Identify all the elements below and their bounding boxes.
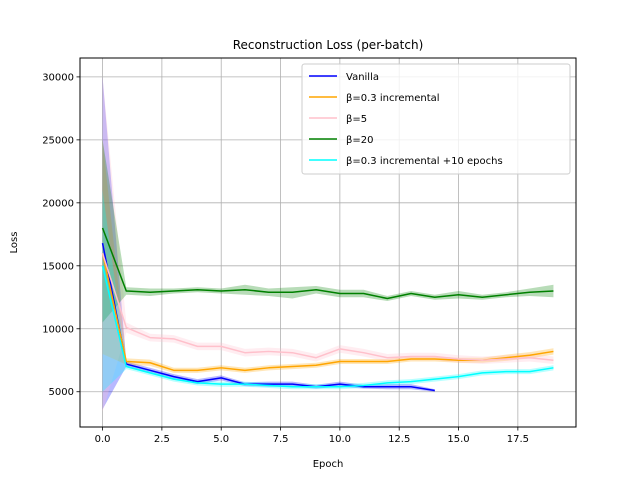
legend-label: β=0.3 incremental +10 epochs xyxy=(346,156,503,167)
plot-frame xyxy=(79,57,577,428)
legend-label: Vanilla xyxy=(346,72,379,83)
x-tick-label: 7.5 xyxy=(273,434,289,445)
series-line xyxy=(101,242,435,392)
series-line xyxy=(101,227,554,300)
x-axis-ticks: 0.0 2.5 5.0 7.5 10.0 12.5 15.0 17.5 xyxy=(95,427,529,445)
y-tick-label: 25000 xyxy=(42,135,74,146)
legend-label: β=20 xyxy=(346,135,374,146)
y-tick-label: 20000 xyxy=(42,198,74,209)
x-axis-label: Epoch xyxy=(313,459,344,470)
series-lines xyxy=(101,227,554,392)
x-tick-label: 5.0 xyxy=(213,434,229,445)
chart-title: Reconstruction Loss (per-batch) xyxy=(233,38,424,52)
y-tick-label: 15000 xyxy=(42,261,74,272)
y-axis-label: Loss xyxy=(9,232,20,254)
x-tick-label: 12.5 xyxy=(388,434,410,445)
x-tick-label: 15.0 xyxy=(447,434,469,445)
x-tick-label: 10.0 xyxy=(329,434,351,445)
y-tick-label: 30000 xyxy=(42,72,74,83)
legend: Vanilla β=0.3 incremental β=5 β=20 β=0.3 inc… xyxy=(301,63,571,175)
x-tick-label: 2.5 xyxy=(154,434,170,445)
series-line xyxy=(101,265,554,388)
legend-label: β=0.3 incremental xyxy=(346,93,440,104)
legend-frame xyxy=(301,63,571,175)
y-tick-label: 5000 xyxy=(49,387,74,398)
x-tick-label: 0.0 xyxy=(95,434,111,445)
y-axis-ticks: 5000 10000 15000 20000 25000 30000 xyxy=(42,72,80,398)
y-tick-label: 10000 xyxy=(42,324,74,335)
series-line xyxy=(101,252,554,362)
x-tick-label: 17.5 xyxy=(507,434,529,445)
legend-label: β=5 xyxy=(346,114,367,125)
